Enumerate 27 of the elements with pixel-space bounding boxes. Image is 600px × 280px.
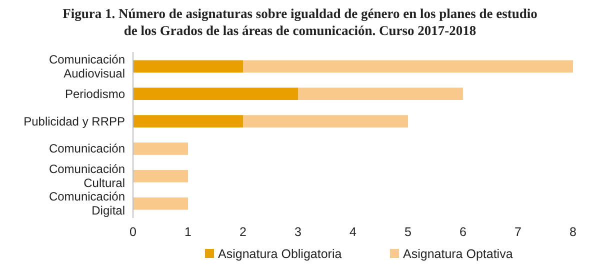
bar <box>243 115 408 128</box>
chart-title: Figura 1. Número de asignaturas sobre igualdad de género en los planes de estudio de los Grados de las áreas de comunicación. Curso 2017-2018 <box>62 6 538 38</box>
bar <box>133 88 298 100</box>
y-tick-label: Periodismo <box>64 86 126 101</box>
legend-label: Asignatura Obligatoria <box>218 247 342 261</box>
bar <box>298 88 463 100</box>
x-tick-label: 2 <box>240 225 247 239</box>
bar <box>133 115 243 128</box>
y-tick-label: Comunicación Cultural <box>48 162 125 190</box>
x-tick-label: 4 <box>350 225 357 239</box>
bar <box>133 197 188 210</box>
x-tick-label: 1 <box>184 225 192 239</box>
x-tick-label: 8 <box>570 225 577 239</box>
bar <box>133 170 188 182</box>
y-tick-label: Comunicación Audiovisual <box>48 52 125 80</box>
x-tick-label: 7 <box>514 225 522 239</box>
y-tick-label: Comunicación Digital <box>48 190 125 218</box>
x-tick-label: 3 <box>294 225 302 239</box>
bar <box>133 142 188 155</box>
x-tick-label: 5 <box>404 225 412 239</box>
x-tick-label: 6 <box>460 225 467 239</box>
bar <box>133 60 243 73</box>
y-tick-label: Comunicación <box>48 142 125 156</box>
bar <box>243 60 573 73</box>
x-tick-label: 0 <box>130 225 137 239</box>
legend-label: Asignatura Optativa <box>403 247 513 261</box>
y-tick-label: Publicidad y RRPP <box>24 114 125 128</box>
